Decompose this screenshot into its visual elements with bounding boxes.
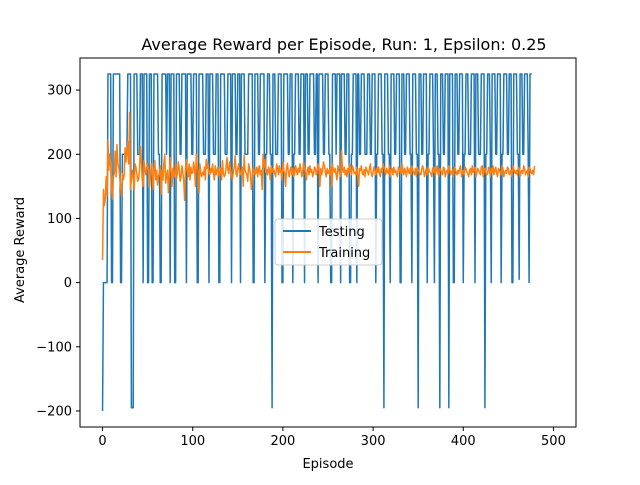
legend-label-training: Training <box>318 246 370 261</box>
y-tick-label: −200 <box>36 404 72 419</box>
y-tick-label: 100 <box>47 212 72 227</box>
series-line-training <box>101 111 536 261</box>
x-tick-label: 500 <box>541 434 566 449</box>
x-axis-label: Episode <box>302 457 353 472</box>
chart-title: Average Reward per Episode, Run: 1, Epsi… <box>141 35 546 54</box>
legend-label-testing: Testing <box>318 225 365 240</box>
legend: Testing Training <box>274 218 383 266</box>
x-tick-label: 300 <box>361 434 386 449</box>
axes: 0 100 200 300 400 500 −200 −100 0 100 200 300 <box>36 57 577 449</box>
y-tick-label: 200 <box>47 148 72 163</box>
x-tick-label: 100 <box>180 434 205 449</box>
y-tick-label: 0 <box>64 276 72 291</box>
axes-frame <box>79 57 577 428</box>
series-line-testing <box>101 73 532 411</box>
plot-area <box>101 73 536 411</box>
y-tick-label: −100 <box>36 340 72 355</box>
x-tick-label: 0 <box>98 434 106 449</box>
x-tick-label: 200 <box>270 434 295 449</box>
y-tick-label: 300 <box>47 84 72 99</box>
y-axis-label: Average Reward <box>13 197 28 303</box>
x-tick-label: 400 <box>451 434 476 449</box>
